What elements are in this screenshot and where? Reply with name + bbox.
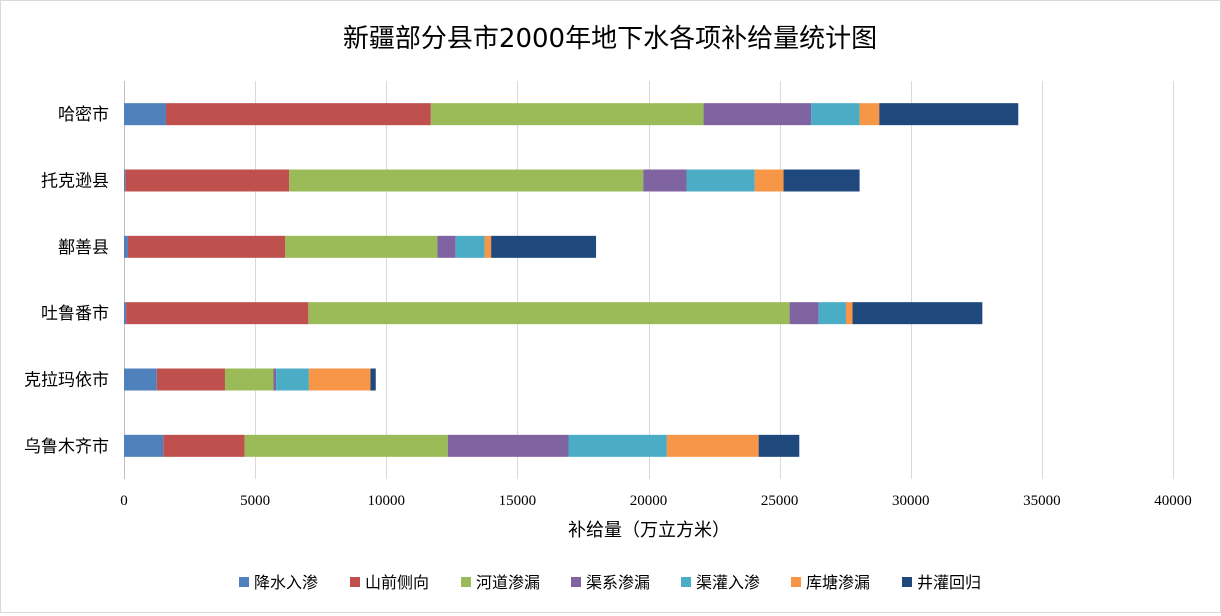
legend: 降水入渗 山前侧向 河道渗漏 渠系渗漏 渠灌入渗 库塘渗漏 井灌回归 <box>239 573 981 592</box>
bar-segment <box>852 302 983 325</box>
bar-segment <box>758 434 800 457</box>
legend-item: 降水入渗 <box>239 573 318 592</box>
x-tick-label: 5000 <box>240 493 270 509</box>
bar-segment <box>126 302 309 325</box>
legend-swatch <box>461 577 471 587</box>
legend-label: 库塘渗漏 <box>806 573 870 592</box>
bar-segment <box>165 103 431 126</box>
bar-segment <box>308 368 371 391</box>
bar-segment <box>124 302 127 325</box>
legend-label: 渠系渗漏 <box>586 573 650 592</box>
legend-item: 库塘渗漏 <box>791 573 870 592</box>
legend-item: 渠灌入渗 <box>681 573 760 592</box>
bar-segment <box>124 368 157 391</box>
bar-segment <box>754 169 784 192</box>
bar-segment <box>703 103 812 126</box>
x-tick-labels: 0 5000 10000 15000 20000 25000 30000 35000 40000 <box>120 493 1192 509</box>
bar-segment <box>789 302 819 325</box>
bar-segment <box>859 103 880 126</box>
category-label: 托克逊县 <box>41 172 109 192</box>
legend-label: 降水入渗 <box>254 573 318 592</box>
bar-segment <box>430 103 704 126</box>
bar-segment <box>666 434 759 457</box>
legend-swatch <box>239 577 249 587</box>
bar-segment <box>484 235 492 258</box>
x-tick-label: 15000 <box>499 493 537 509</box>
bar-segment <box>124 169 126 192</box>
x-axis-title: 补给量（万立方米） <box>568 520 730 541</box>
bar-segment <box>127 235 286 258</box>
bar-segment <box>686 169 755 192</box>
bar-segment <box>879 103 1019 126</box>
bar-segment <box>818 302 846 325</box>
bar-segment <box>308 302 790 325</box>
bar-segment <box>447 434 569 457</box>
legend-swatch <box>681 577 691 587</box>
x-tick-label: 35000 <box>1023 493 1061 509</box>
bar-segment <box>124 434 164 457</box>
chart-title: 新疆部分县市2000年地下水各项补给量统计图 <box>343 24 877 54</box>
legend-label: 井灌回归 <box>917 573 981 592</box>
legend-item: 井灌回归 <box>902 573 981 592</box>
bar-segment <box>491 235 597 258</box>
bar-segment <box>568 434 667 457</box>
bar-segment <box>289 169 644 192</box>
category-label: 吐鲁番市 <box>41 304 109 324</box>
legend-label: 渠灌入渗 <box>696 573 760 592</box>
x-tick-label: 40000 <box>1154 493 1192 509</box>
legend-swatch <box>350 577 360 587</box>
bar-segment <box>276 368 309 391</box>
category-label: 克拉玛依市 <box>24 371 109 391</box>
category-label: 哈密市 <box>58 105 109 125</box>
legend-label: 河道渗漏 <box>476 573 540 592</box>
legend-swatch <box>791 577 801 587</box>
bar-segment <box>224 368 274 391</box>
legend-swatch <box>571 577 581 587</box>
bar-segment <box>783 169 860 192</box>
bar-segment <box>163 434 245 457</box>
bars <box>124 103 1019 457</box>
legend-item: 河道渗漏 <box>461 573 540 592</box>
legend-label: 山前侧向 <box>365 573 429 592</box>
bar-segment <box>273 368 277 391</box>
bar-segment <box>811 103 860 126</box>
bar-segment <box>285 235 438 258</box>
bar-segment <box>124 235 128 258</box>
legend-item: 渠系渗漏 <box>571 573 650 592</box>
legend-swatch <box>902 577 912 587</box>
bar-segment <box>124 103 166 126</box>
x-tick-label: 25000 <box>761 493 799 509</box>
bar-segment <box>845 302 853 325</box>
bar-segment <box>156 368 225 391</box>
bar-segment <box>455 235 485 258</box>
legend-item: 山前侧向 <box>350 573 429 592</box>
category-label: 鄯善县 <box>58 238 109 258</box>
gridlines <box>124 81 1174 479</box>
bar-segment <box>643 169 687 192</box>
x-tick-label: 20000 <box>630 493 668 509</box>
bar-segment <box>244 434 448 457</box>
category-label: 乌鲁木齐市 <box>24 437 109 457</box>
x-tick-label: 10000 <box>368 493 406 509</box>
x-tick-label: 0 <box>120 493 128 509</box>
bar-segment <box>370 368 376 391</box>
bar-segment <box>125 169 290 192</box>
bar-segment <box>437 235 456 258</box>
x-tick-label: 30000 <box>892 493 930 509</box>
